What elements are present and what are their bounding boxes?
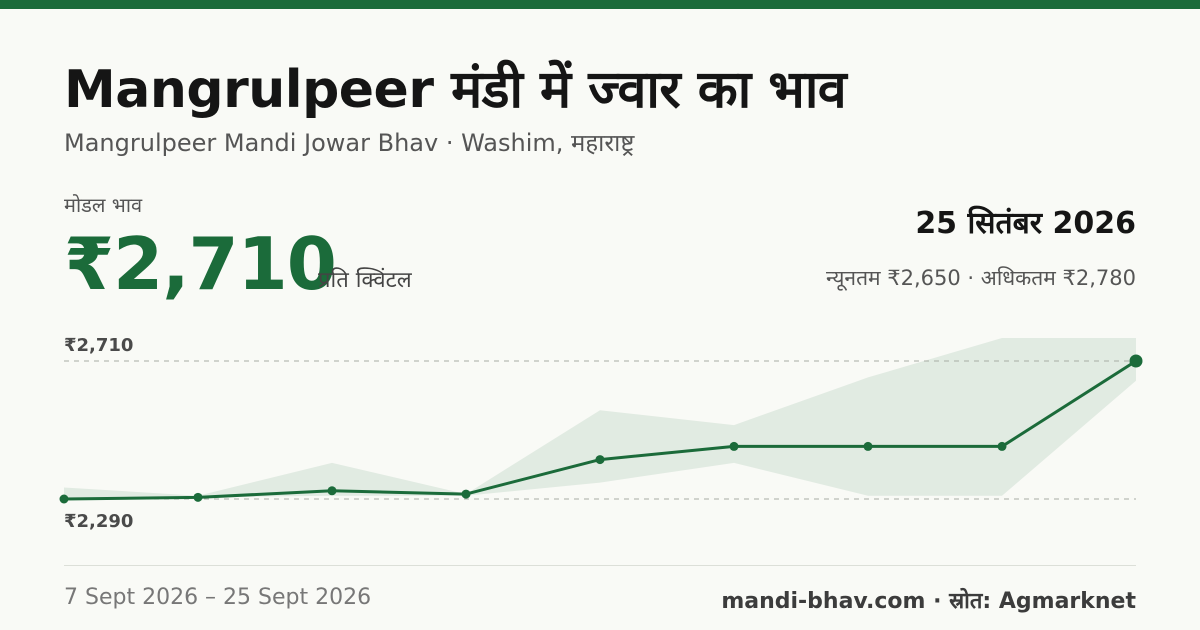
footer-divider <box>64 565 1136 566</box>
page-title: Mangrulpeer मंडी में ज्वार का भाव <box>64 60 847 120</box>
modal-price-label: मोडल भाव <box>64 193 143 217</box>
price-point <box>193 492 203 502</box>
page-subtitle: Mangrulpeer Mandi Jowar Bhav · Washim, म… <box>64 129 635 157</box>
min-max-prices: न्यूनतम ₹2,650 · अधिकतम ₹2,780 <box>826 266 1136 290</box>
price-date: 25 सितंबर 2026 <box>915 206 1136 241</box>
price-point <box>327 486 337 496</box>
price-point <box>863 441 873 451</box>
price-range-band <box>64 338 1136 499</box>
date-range: 7 Sept 2026 – 25 Sept 2026 <box>64 585 372 610</box>
price-point <box>461 489 471 499</box>
price-point <box>729 441 739 451</box>
price-point <box>997 441 1007 451</box>
latest-price-point <box>1129 354 1143 368</box>
modal-price: ₹2,710 <box>64 222 337 306</box>
top-accent-bar <box>0 0 1200 9</box>
price-point <box>59 494 69 504</box>
price-point <box>595 455 605 465</box>
price-unit: प्रति क्विंटल <box>318 268 412 293</box>
source-credit: mandi-bhav.com · स्रोत: Agmarknet <box>721 589 1136 614</box>
price-trend-chart: ₹2,710 ₹2,290 <box>59 335 1143 532</box>
y-tick-label-max: ₹2,710 <box>64 335 133 356</box>
y-tick-label-min: ₹2,290 <box>64 511 133 532</box>
